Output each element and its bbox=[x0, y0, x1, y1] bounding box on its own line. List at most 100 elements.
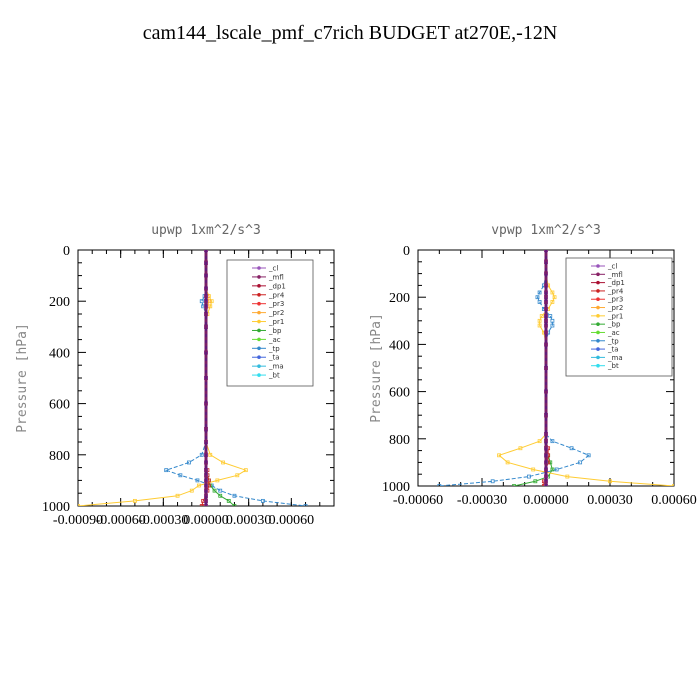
series-point-tp bbox=[527, 474, 531, 479]
legend-marker-bp bbox=[257, 328, 261, 333]
series-point-bp bbox=[548, 460, 553, 465]
y-tick-label: 800 bbox=[389, 433, 410, 448]
y-axis-label: Pressure [hPa] bbox=[369, 313, 384, 423]
series-point-tp bbox=[537, 290, 542, 295]
series-point-bp bbox=[218, 493, 223, 498]
x-tick-label: -0.00030 bbox=[457, 493, 507, 508]
series-point-tp bbox=[550, 323, 555, 328]
series-point-tp bbox=[199, 299, 204, 304]
legend-marker-ac bbox=[257, 337, 261, 342]
legend-marker-pr4 bbox=[596, 289, 600, 293]
series-point-tp bbox=[178, 473, 183, 478]
legend-marker-pr1 bbox=[257, 319, 261, 324]
series-point-tp bbox=[550, 318, 555, 323]
series-point-tp bbox=[578, 460, 583, 465]
series-point-tp bbox=[550, 439, 555, 444]
legend-label-ma: _ma bbox=[268, 363, 284, 371]
series-point-pr1 bbox=[215, 478, 220, 483]
series-point-bp bbox=[550, 467, 555, 472]
series-point-tp bbox=[303, 504, 308, 506]
legend-label-tp: _tp bbox=[607, 337, 619, 345]
y-tick-label: 0 bbox=[403, 244, 410, 259]
y-tick-label: 600 bbox=[389, 386, 410, 401]
x-tick-label: 0.00030 bbox=[587, 493, 633, 508]
x-tick-label: 0.00060 bbox=[269, 513, 315, 528]
chart-title: vpwp 1xm^2/s^3 bbox=[491, 223, 601, 238]
y-tick-label: 400 bbox=[389, 338, 410, 353]
series-point-tp bbox=[232, 493, 237, 498]
series-point-pr1 bbox=[505, 460, 510, 465]
legend-label-pr3: _pr3 bbox=[607, 296, 623, 304]
chart-2: vpwp 1xm^2/s^3 Pressure [hPa] 0 200 400 600 80… bbox=[369, 223, 697, 508]
x-tick-label: -0.00060 bbox=[96, 513, 146, 528]
legend-marker-dp1 bbox=[596, 280, 600, 285]
legend-label-pr2: _pr2 bbox=[268, 309, 284, 317]
legend-marker-mfl bbox=[257, 275, 261, 279]
page-title: cam144_lscale_pmf_c7rich BUDGET at270E,-… bbox=[142, 22, 558, 44]
legend-label-bp: _bp bbox=[268, 327, 282, 335]
series-point-tp bbox=[164, 468, 169, 473]
series-point-tp bbox=[490, 479, 495, 484]
series-point-tp bbox=[218, 488, 223, 493]
series-point-pr1 bbox=[531, 467, 536, 472]
series-point-pr1 bbox=[497, 453, 501, 458]
legend-marker-cl bbox=[596, 264, 600, 268]
series-point-pr1 bbox=[175, 493, 180, 498]
series-point-pr1 bbox=[552, 295, 557, 300]
legend-label-cl: _cl bbox=[607, 263, 617, 271]
series-point-pr1 bbox=[132, 498, 137, 503]
series-point-pr1 bbox=[608, 479, 612, 484]
x-tick-label: -0.00030 bbox=[138, 513, 188, 528]
legend-label-mfl: _mfl bbox=[268, 273, 284, 281]
y-tick-label: 1000 bbox=[382, 480, 410, 495]
legend-label-bp: _bp bbox=[607, 321, 621, 329]
legend: _cl_mfl_dp1_pr4_pr3_pr2_pr1_bp_ac_tp_ta_… bbox=[226, 259, 314, 387]
chart-1: upwp 1xm^2/s^3 Pressure [hPa] 0 200 400 600 80… bbox=[15, 223, 335, 528]
legend-marker-pr4 bbox=[257, 292, 261, 297]
legend-label-ta: _ta bbox=[268, 354, 280, 362]
x-tick-label: 0.00030 bbox=[226, 513, 272, 528]
series-point-tp bbox=[195, 478, 200, 483]
series-point-pr4 bbox=[541, 484, 546, 486]
legend-marker-ma bbox=[596, 355, 600, 360]
legend-label-pr4: _pr4 bbox=[268, 291, 285, 299]
x-tick-label: 0.00060 bbox=[651, 493, 697, 508]
series-point-tp bbox=[437, 484, 442, 486]
series-point-pr1 bbox=[537, 318, 542, 323]
legend-marker-ta bbox=[257, 355, 261, 360]
legend-label-ac: _ac bbox=[268, 336, 281, 344]
legend-marker-bt bbox=[596, 363, 600, 368]
chart-title: upwp 1xm^2/s^3 bbox=[151, 223, 261, 238]
legend: _cl_mfl_dp1_pr4_pr3_pr2_pr1_bp_ac_tp_ta_… bbox=[565, 257, 673, 377]
legend-marker-bp bbox=[596, 322, 600, 326]
legend-label-dp1: _dp1 bbox=[607, 279, 625, 287]
series-point-bp bbox=[533, 479, 538, 484]
series-point-bp bbox=[212, 488, 217, 493]
legend-marker-ta bbox=[596, 347, 600, 351]
legend-marker-pr1 bbox=[596, 314, 600, 318]
legend-label-ta: _ta bbox=[607, 346, 619, 354]
legend-marker-ma bbox=[257, 364, 261, 368]
series-point-pr4 bbox=[199, 504, 204, 506]
legend-marker-pr3 bbox=[257, 301, 261, 306]
series-point-pr1 bbox=[518, 446, 523, 451]
series-point-pr1 bbox=[537, 439, 542, 444]
legend-label-ac: _ac bbox=[607, 329, 620, 337]
legend-marker-cl bbox=[257, 266, 261, 270]
y-tick-label: 400 bbox=[49, 346, 70, 361]
series-point-bp bbox=[512, 484, 516, 486]
legend-label-ma: _ma bbox=[607, 354, 623, 362]
legend-marker-tp bbox=[596, 338, 600, 343]
legend-label-pr1: _pr1 bbox=[268, 318, 284, 326]
series-point-pr1 bbox=[565, 474, 570, 479]
legend-marker-pr3 bbox=[596, 297, 600, 302]
legend-label-pr4: _pr4 bbox=[607, 287, 624, 295]
legend-label-tp: _tp bbox=[268, 345, 280, 353]
series-point-tp bbox=[199, 452, 204, 457]
series-point-pr1 bbox=[243, 468, 248, 473]
legend-label-pr3: _pr3 bbox=[268, 300, 284, 308]
series-point-tp bbox=[187, 460, 191, 465]
series-point-pr1 bbox=[221, 460, 225, 465]
series-point-pr1 bbox=[189, 488, 194, 493]
x-tick-label: -0.00060 bbox=[393, 493, 443, 508]
